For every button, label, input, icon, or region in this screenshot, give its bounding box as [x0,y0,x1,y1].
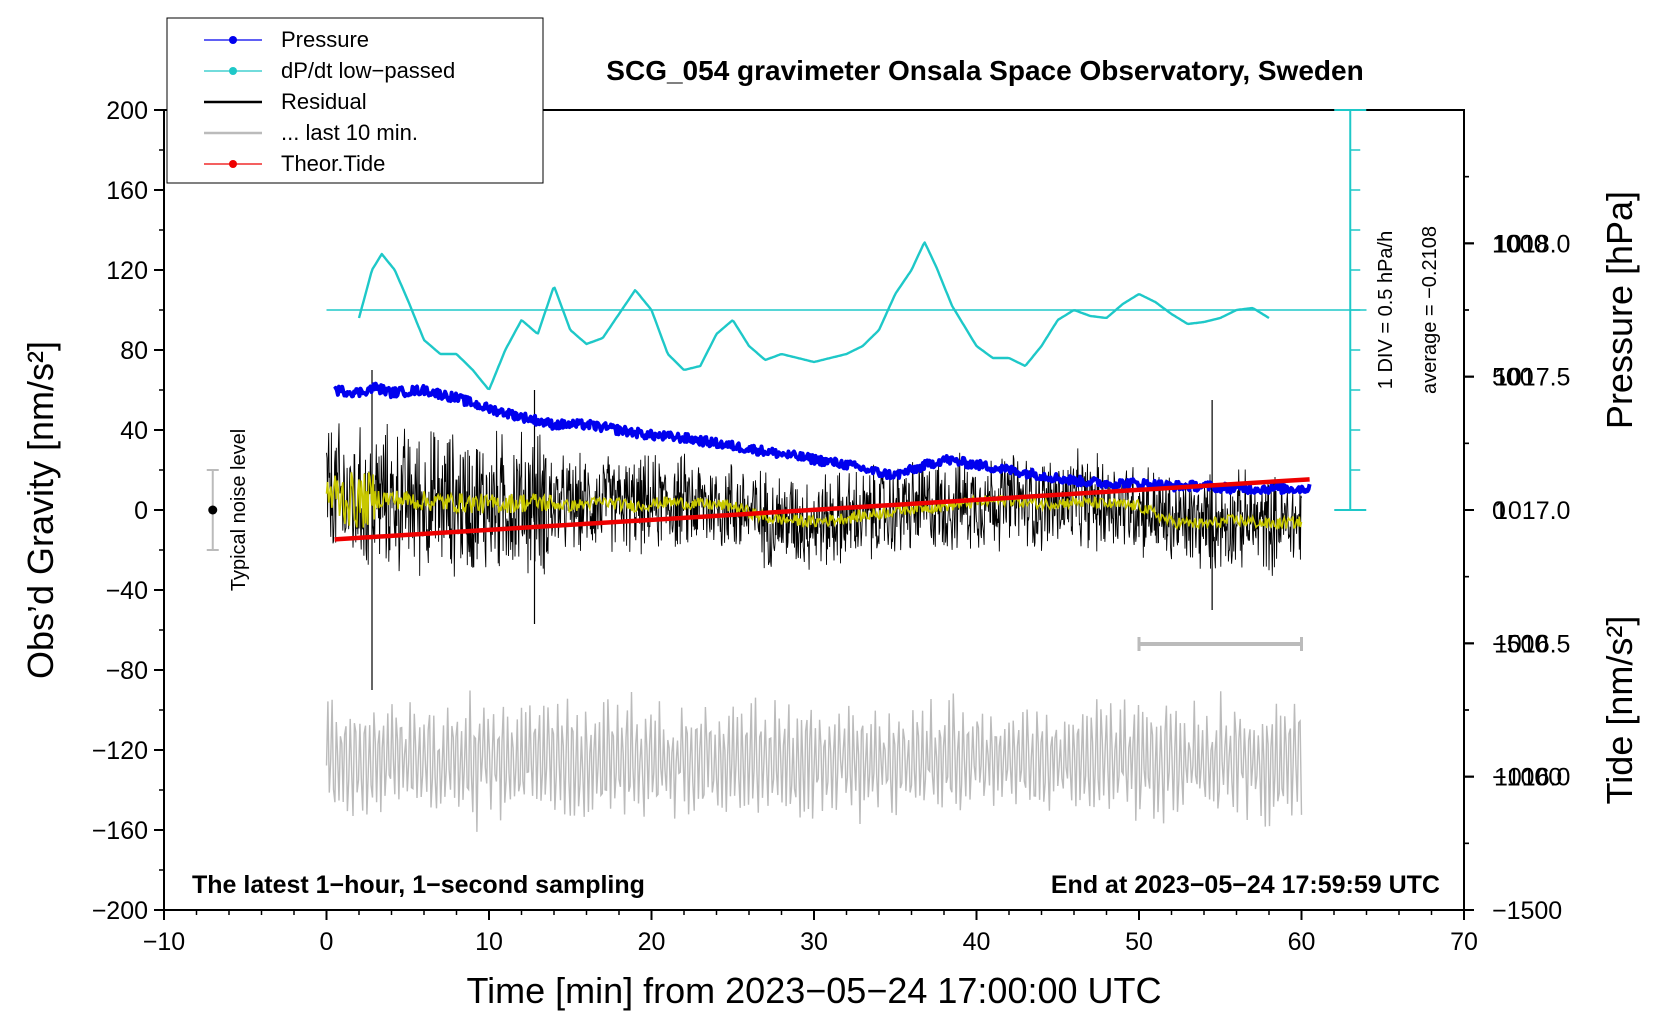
x-tick-label: 60 [1288,928,1316,956]
pressure-tick-label: 1017.0 [1494,497,1570,525]
legend-swatch-marker [229,160,237,168]
x-tick-label: 0 [320,928,334,956]
x-tick-label: 20 [638,928,666,956]
dpdt-line [357,241,1270,391]
pressure-tick-label: 1016.5 [1494,630,1570,658]
y-tick-label: −200 [92,897,148,925]
legend-label-pressure: Pressure [281,27,369,52]
legend: Pressure dP/dt low−passed Residual ... l… [166,17,544,184]
pressure-scale-div-label: 1 DIV = 0.5 hPa/h [1375,231,1397,389]
theor-tide-line [334,477,1310,542]
y-axis-title: Obs’d Gravity [nm/s²] [20,341,61,679]
tide-tick-label: 0 [1492,497,1506,525]
x-tick-label: 30 [800,928,828,956]
last-10-min-line [325,690,1303,832]
y-tick-label: 160 [106,177,148,205]
pressure-tick-label: 1016.0 [1494,764,1570,792]
tick-labels: −10 0 10 20 30 40 50 60 70 −200 −160 −120 −80 −40 0 40 8… [92,97,1571,956]
pressure-scale-average-label: average = −0.2108 [1419,226,1441,394]
noise-level-dot [208,505,218,515]
legend-label-theor-tide: Theor.Tide [281,151,385,176]
y-tick-label: 40 [120,417,148,445]
x-tick-label: 50 [1125,928,1153,956]
x-tick-label: 10 [475,928,503,956]
residual-line [326,423,1302,577]
tide-axis-title: Tide [nm/s²] [1599,616,1640,805]
legend-swatch-marker [229,36,237,44]
tide-tick-label: −1000 [1492,764,1562,792]
y-tick-label: 120 [106,257,148,285]
data-series [206,109,1367,832]
legend-label-last-10-min: ... last 10 min. [281,120,418,145]
pressure-line [333,381,1312,495]
pressure-tick-label: 1017.5 [1494,364,1570,392]
y-tick-label: −120 [92,737,148,765]
y-tick-label: −80 [106,657,148,685]
pressure-tick-label: 1018.0 [1494,230,1570,258]
y-tick-label: −160 [92,817,148,845]
y-tick-label: −40 [106,577,148,605]
chart-title: SCG_054 gravimeter Onsala Space Observat… [606,55,1363,86]
y-tick-label: 0 [134,497,148,525]
legend-label-dpdt: dP/dt low−passed [281,58,455,83]
x-axis-title: Time [min] from 2023−05−24 17:00:00 UTC [466,970,1161,1011]
x-tick-label: 70 [1450,928,1478,956]
x-tick-label: −10 [143,928,185,956]
tide-tick-label: −1500 [1492,897,1562,925]
tide-tick-label: −500 [1492,630,1548,658]
legend-label-residual: Residual [281,89,367,114]
noise-level-label: Typical noise level [228,429,250,591]
tide-tick-label: 1000 [1492,230,1548,258]
legend-box [166,17,544,184]
sampling-annotation: The latest 1−hour, 1−second sampling [192,871,645,899]
y-tick-label: 80 [120,337,148,365]
pressure-axis-title: Pressure [hPa] [1599,191,1640,429]
legend-swatch-marker [229,67,237,75]
residual-smoothed-line [325,472,1303,531]
x-tick-label: 40 [963,928,991,956]
y-tick-label: 200 [106,97,148,125]
tide-tick-label: 500 [1492,364,1534,392]
axis-ticks [154,109,1474,920]
end-time-annotation: End at 2023−05−24 17:59:59 UTC [1051,871,1440,899]
